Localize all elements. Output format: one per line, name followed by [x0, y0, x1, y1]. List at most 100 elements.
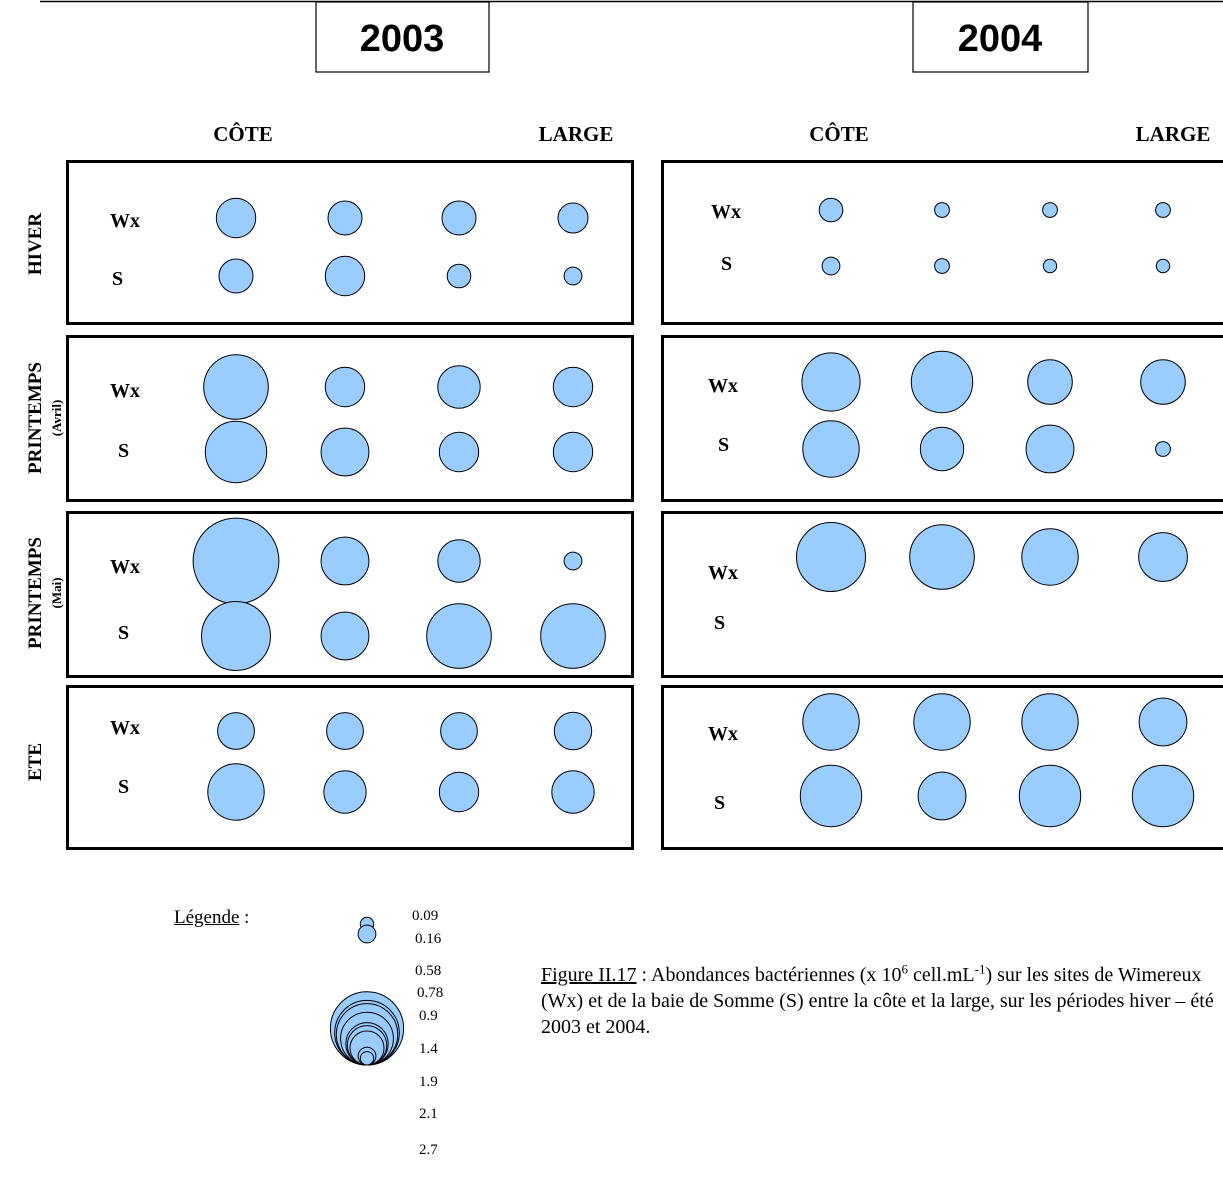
bubble-2003-mai-wx-1	[192, 517, 280, 605]
bubble-2004-ete-wx-1	[802, 693, 860, 751]
bubble-2004-avril-s-1	[802, 420, 860, 478]
bubble-2003-hiver-s-3	[446, 263, 472, 289]
caption-text-pre: : Abondances bactériennes (x 10	[636, 964, 902, 986]
bubble-2003-mai-s-3	[426, 603, 492, 669]
bubble-2003-avril-s-1	[204, 420, 268, 484]
bubble-2003-hiver-wx-1	[215, 197, 257, 239]
bubble-2004-ete-s-1	[799, 764, 863, 828]
bubble-2003-ete-wx-3	[440, 712, 478, 750]
legend-value-label: 2.1	[419, 1106, 438, 1122]
site-label-wx: Wx	[708, 723, 738, 745]
col-header-cote-2004: CÔTE	[809, 122, 869, 146]
bubble-2004-hiver-wx-3	[1042, 202, 1058, 218]
bubble-2003-avril-wx-4	[552, 366, 594, 408]
bubble-2003-hiver-wx-2	[327, 200, 363, 236]
legend-value-label: 0.9	[419, 1008, 438, 1024]
panel-2003-ete	[66, 685, 634, 850]
col-header-cote-2003: CÔTE	[213, 122, 273, 146]
bubble-2003-ete-s-4	[551, 770, 595, 814]
site-label-s: S	[112, 268, 123, 290]
site-label-wx: Wx	[110, 556, 140, 578]
legend-bubble-small	[357, 924, 377, 944]
panel-2004-mai	[661, 511, 1223, 678]
site-label-s: S	[718, 434, 729, 456]
site-label-s: S	[721, 253, 732, 275]
legend-title-suffix: :	[239, 907, 250, 928]
bubble-2004-hiver-s-2	[934, 258, 950, 274]
col-header-large-2004: LARGE	[1136, 122, 1211, 146]
bubble-2003-avril-wx-3	[437, 365, 481, 409]
year-label-2003: 2003	[360, 18, 445, 60]
bubble-2004-hiver-wx-4	[1155, 202, 1171, 218]
bubble-2004-hiver-wx-1	[818, 197, 844, 223]
bubble-2004-avril-wx-1	[801, 352, 861, 412]
year-box-2003	[315, 1, 490, 73]
site-label-s: S	[714, 612, 725, 634]
bubble-2003-mai-wx-2	[320, 536, 370, 586]
legend-value-label: 1.9	[419, 1074, 438, 1090]
legend-title-text: Légende	[174, 907, 240, 928]
year-label-2004: 2004	[958, 18, 1043, 60]
site-label-wx: Wx	[110, 717, 140, 739]
season-label-printemps-mai: PRINTEMPS	[25, 537, 46, 649]
season-label-hiver: HIVER	[25, 213, 46, 276]
bubble-2004-hiver-wx-2	[934, 202, 950, 218]
panel-2003-avril	[66, 335, 634, 502]
caption-sup-unit: -1	[974, 961, 986, 977]
bubble-2003-hiver-wx-4	[557, 202, 589, 234]
bubble-2003-ete-wx-1	[217, 712, 255, 750]
caption-ref: Figure II.17	[541, 964, 637, 986]
site-label-wx: Wx	[708, 562, 738, 584]
legend-value-label: 0.09	[412, 908, 438, 924]
site-label-s: S	[118, 776, 129, 798]
legend-value-label: 2.7	[419, 1142, 438, 1158]
caption-text-post: ) sur les sites de Wimereux (Wx) et de l…	[541, 964, 1214, 1038]
bubble-2003-mai-wx-4	[563, 551, 583, 571]
season-sublabel-avril: (Avril)	[49, 400, 64, 437]
site-label-s: S	[118, 440, 129, 462]
site-label-wx: Wx	[110, 210, 140, 232]
season-sublabel-mai: (Mai)	[49, 577, 64, 608]
figure-caption: Figure II.17 : Abondances bactériennes (…	[541, 962, 1223, 1040]
legend-bubble	[359, 1051, 375, 1066]
bubble-2003-ete-wx-2	[326, 712, 364, 750]
bubble-layer	[192, 197, 1195, 828]
bubble-2003-hiver-s-2	[324, 255, 366, 297]
bubble-2004-ete-s-4	[1131, 764, 1195, 828]
site-label-s: S	[118, 622, 129, 644]
bubble-2004-mai-wx-2	[909, 524, 975, 590]
bubble-2004-ete-s-2	[917, 771, 967, 821]
legend-value-label: 0.16	[415, 931, 442, 947]
bubble-2003-avril-s-2	[320, 427, 370, 477]
bubble-2003-mai-s-1	[201, 601, 271, 671]
bubble-2003-ete-s-2	[323, 770, 367, 814]
bubble-2004-hiver-s-4	[1155, 258, 1171, 274]
bubble-2003-avril-wx-2	[324, 366, 366, 408]
bubble-2004-avril-wx-3	[1027, 359, 1073, 405]
panel-2004-ete	[661, 685, 1223, 850]
legend-labels: 0.09 0.16 0.58 0.78 0.9 1.4 1.9 2.1 2.7	[412, 908, 443, 1158]
panel-2004-hiver	[661, 160, 1223, 325]
bubble-2004-mai-wx-3	[1021, 528, 1079, 586]
legend-title: Légende :	[174, 907, 249, 929]
bubble-2004-avril-wx-2	[910, 350, 974, 414]
bubble-2004-hiver-s-1	[821, 256, 841, 276]
bubble-2003-avril-wx-1	[203, 354, 269, 420]
bubble-2003-hiver-s-4	[563, 266, 583, 286]
season-label-ete: ETE	[25, 743, 46, 781]
panel-2003-mai	[66, 511, 634, 678]
bubble-2004-avril-s-4	[1155, 441, 1171, 457]
bubble-2004-ete-wx-3	[1021, 693, 1079, 751]
bubble-2004-ete-s-3	[1018, 764, 1082, 828]
bubble-2004-avril-wx-4	[1140, 359, 1186, 405]
bubble-2003-ete-s-1	[207, 763, 265, 821]
site-label-wx: Wx	[711, 201, 741, 223]
legend-value-label: 0.58	[415, 963, 441, 979]
site-label-wx: Wx	[110, 380, 140, 402]
bubble-2004-avril-s-2	[919, 426, 965, 472]
bubble-2004-mai-wx-4	[1138, 532, 1188, 582]
panel-2004-avril	[661, 335, 1223, 502]
bubble-2004-avril-s-3	[1025, 424, 1075, 474]
year-box-2004	[912, 1, 1089, 73]
